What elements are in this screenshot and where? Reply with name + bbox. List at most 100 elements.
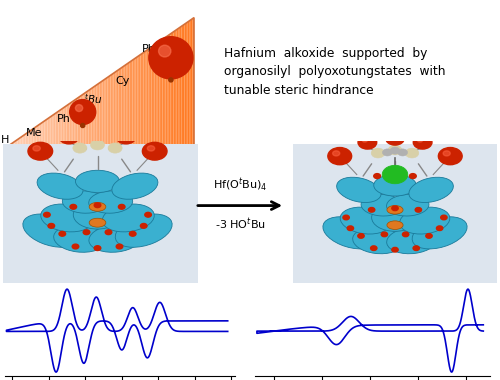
Polygon shape <box>5 147 6 148</box>
Polygon shape <box>101 81 102 148</box>
Polygon shape <box>117 70 118 148</box>
Polygon shape <box>139 55 140 148</box>
Circle shape <box>386 131 404 145</box>
Polygon shape <box>183 24 184 148</box>
Polygon shape <box>147 49 148 148</box>
Circle shape <box>73 143 87 153</box>
Polygon shape <box>60 109 62 148</box>
Circle shape <box>64 133 69 137</box>
Polygon shape <box>27 132 28 148</box>
Polygon shape <box>71 101 72 148</box>
Ellipse shape <box>23 214 80 247</box>
Text: $\mathit{^tBu}$: $\mathit{^tBu}$ <box>84 92 102 106</box>
Polygon shape <box>6 146 8 148</box>
Circle shape <box>415 207 422 212</box>
Circle shape <box>371 148 385 158</box>
Polygon shape <box>188 21 190 148</box>
Polygon shape <box>16 139 18 148</box>
Ellipse shape <box>372 204 418 231</box>
Polygon shape <box>86 92 87 148</box>
Polygon shape <box>70 103 71 148</box>
Polygon shape <box>176 28 178 148</box>
Polygon shape <box>40 123 41 148</box>
Ellipse shape <box>37 173 83 199</box>
Polygon shape <box>52 114 54 148</box>
Circle shape <box>72 244 79 249</box>
Circle shape <box>76 105 82 112</box>
Ellipse shape <box>89 203 106 211</box>
Circle shape <box>347 226 354 231</box>
Polygon shape <box>164 37 166 148</box>
Polygon shape <box>82 94 84 148</box>
Polygon shape <box>170 33 172 148</box>
Polygon shape <box>169 34 170 148</box>
Circle shape <box>158 45 171 57</box>
Polygon shape <box>124 65 126 148</box>
Polygon shape <box>160 41 161 148</box>
Circle shape <box>108 143 122 153</box>
Ellipse shape <box>323 217 378 249</box>
Text: H: H <box>1 135 9 145</box>
Circle shape <box>343 215 349 220</box>
Circle shape <box>440 215 447 220</box>
Ellipse shape <box>386 227 438 254</box>
Circle shape <box>80 124 85 128</box>
Circle shape <box>28 142 52 160</box>
Circle shape <box>116 244 123 249</box>
Circle shape <box>402 232 409 237</box>
Polygon shape <box>43 121 44 148</box>
Ellipse shape <box>412 217 467 249</box>
Text: Me: Me <box>26 128 42 138</box>
Polygon shape <box>74 99 76 148</box>
Polygon shape <box>41 122 43 148</box>
Circle shape <box>70 204 76 209</box>
Polygon shape <box>182 25 183 148</box>
Polygon shape <box>115 71 117 148</box>
Ellipse shape <box>361 195 404 216</box>
Text: Cy: Cy <box>116 76 130 86</box>
Polygon shape <box>58 110 60 148</box>
Ellipse shape <box>54 225 106 252</box>
Polygon shape <box>22 135 24 148</box>
Polygon shape <box>98 83 100 148</box>
Polygon shape <box>26 133 27 148</box>
Polygon shape <box>34 128 35 148</box>
Polygon shape <box>132 59 134 148</box>
Polygon shape <box>128 62 130 148</box>
Polygon shape <box>156 43 158 148</box>
Polygon shape <box>95 85 96 148</box>
Circle shape <box>105 230 112 234</box>
Ellipse shape <box>387 206 403 214</box>
Ellipse shape <box>89 225 142 252</box>
Polygon shape <box>109 75 110 148</box>
Polygon shape <box>162 38 164 148</box>
Circle shape <box>120 133 126 137</box>
Text: Hf(O$^t$Bu)$_4$: Hf(O$^t$Bu)$_4$ <box>212 177 268 194</box>
Text: Hafnium  alkoxide  supported  by
organosilyl  polyoxotungstates  with
tunable st: Hafnium alkoxide supported by organosily… <box>224 47 445 97</box>
Circle shape <box>94 203 101 207</box>
Polygon shape <box>180 26 182 148</box>
Polygon shape <box>38 124 40 148</box>
Circle shape <box>140 223 147 228</box>
Polygon shape <box>158 41 160 148</box>
Text: PhPh: PhPh <box>142 44 170 54</box>
Polygon shape <box>93 86 95 148</box>
Circle shape <box>414 136 432 149</box>
Polygon shape <box>78 97 79 148</box>
Circle shape <box>116 130 136 144</box>
Circle shape <box>443 151 450 156</box>
Polygon shape <box>46 119 48 148</box>
Polygon shape <box>36 125 38 148</box>
Polygon shape <box>114 72 115 148</box>
Polygon shape <box>35 127 36 148</box>
Polygon shape <box>14 141 16 148</box>
Polygon shape <box>44 120 46 148</box>
Polygon shape <box>88 89 90 148</box>
Polygon shape <box>122 66 123 148</box>
Polygon shape <box>68 104 70 148</box>
Circle shape <box>382 165 408 184</box>
Polygon shape <box>19 137 21 148</box>
Polygon shape <box>161 40 162 148</box>
Polygon shape <box>154 44 156 148</box>
Polygon shape <box>102 80 104 148</box>
